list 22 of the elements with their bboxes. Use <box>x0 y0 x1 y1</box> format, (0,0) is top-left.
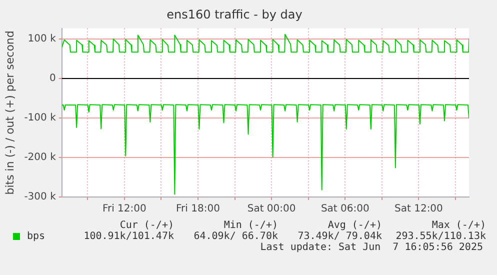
y-tick-label: 100 k <box>28 34 56 45</box>
text: 64.09k/ 66.70k <box>192 231 278 242</box>
chart-title: ens160 traffic - by day <box>166 7 302 22</box>
x-tick-label: Sat 00:00 <box>247 204 296 215</box>
x-tick-label: Fri 18:00 <box>176 204 220 215</box>
text: Last update: Sat Jun 7 16:05:56 2025 <box>259 242 484 253</box>
y-tick-label: -100 k <box>24 112 56 124</box>
text: 293.55k/110.13k <box>394 231 486 242</box>
text: 100.91k/101.47k <box>82 231 174 242</box>
y-tick-label: -300 k <box>24 192 56 203</box>
text: Cur (-/+) <box>118 220 174 231</box>
y-tick-label: 0 <box>49 73 56 84</box>
text: Min (-/+) <box>222 220 278 231</box>
text: Avg (-/+) <box>326 220 382 231</box>
text: Max (-/+) <box>430 220 486 231</box>
x-tick-label: Fri 12:00 <box>102 204 146 215</box>
text: 73.49k/ 79.04k <box>296 231 382 242</box>
x-tick-label: Sat 06:00 <box>320 204 370 215</box>
y-tick-label: -200 k <box>24 152 56 164</box>
y-axis-title: bits in (-) / out (+) per second <box>3 30 16 195</box>
x-tick-label: Sat 12:00 <box>394 204 443 215</box>
legend-label: bps <box>27 231 46 242</box>
